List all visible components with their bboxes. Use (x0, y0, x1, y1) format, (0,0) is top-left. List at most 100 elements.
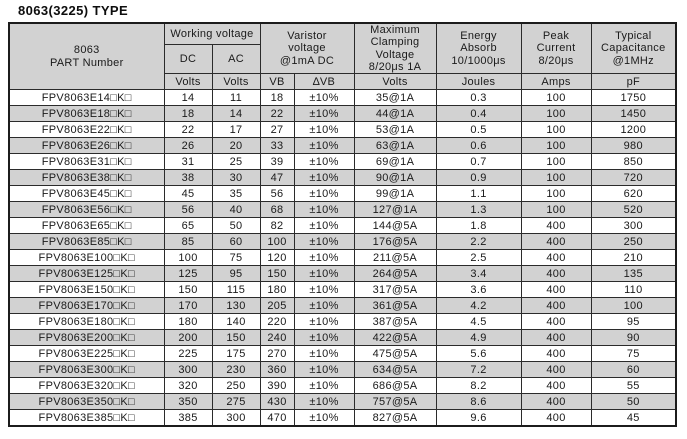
cell-energy: 7.2 (435, 361, 522, 379)
cell-ac: 130 (211, 297, 261, 315)
cell-peak: 400 (520, 409, 592, 427)
cell-part: FPV8063E22□K□ (8, 121, 165, 139)
cell-energy: 8.6 (435, 393, 522, 411)
cell-vb: 82 (259, 217, 295, 235)
cell-vb: 39 (259, 153, 295, 171)
cell-peak: 400 (520, 345, 592, 363)
header-row-2: DC AC (9, 43, 676, 75)
cell-dc: 180 (163, 313, 213, 331)
table-row: FPV8063E38□K□ 38 30 47 ±10% 90@1A 0.9 100 720 (8, 169, 677, 187)
cell-energy: 0.7 (435, 153, 522, 171)
table-row: FPV8063E56□K□ 56 40 68 ±10% 127@1A 1.3 100 520 (8, 201, 677, 219)
cell-dvb: ±10% (293, 345, 355, 363)
header-row-units: Volts Volts VB ∆VB Volts Joules Amps pF (9, 73, 677, 91)
cell-peak: 100 (520, 201, 592, 219)
cell-dvb: ±10% (293, 201, 355, 219)
cell-energy: 9.6 (435, 409, 522, 427)
cell-peak: 400 (520, 265, 592, 283)
cell-clamp: 44@1A (353, 105, 437, 123)
unit-pf: pF (590, 73, 677, 91)
table-row: FPV8063E100□K□ 100 75 120 ±10% 211@5A 2.5 400 21… (8, 249, 677, 267)
cell-vb: 22 (259, 105, 295, 123)
cell-vb: 100 (259, 233, 295, 251)
cell-peak: 400 (520, 249, 592, 267)
table-row: FPV8063E45□K□ 45 35 56 ±10% 99@1A 1.1 100 620 (8, 185, 677, 203)
cell-clamp: 827@5A (353, 409, 437, 427)
cell-part: FPV8063E65□K□ (8, 217, 165, 235)
cell-dvb: ±10% (293, 217, 355, 235)
cell-part: FPV8063E18□K□ (8, 105, 165, 123)
cell-peak: 100 (520, 153, 592, 171)
cell-dvb: ±10% (293, 233, 355, 251)
cell-dvb: ±10% (293, 313, 355, 331)
cell-peak: 400 (520, 297, 592, 315)
cell-energy: 1.8 (435, 217, 522, 235)
cell-ac: 175 (211, 345, 261, 363)
cell-dvb: ±10% (293, 89, 355, 107)
unit-clamp-volts: Volts (353, 73, 437, 91)
cell-energy: 0.5 (435, 121, 522, 139)
cell-peak: 400 (520, 377, 592, 395)
cell-dvb: ±10% (293, 137, 355, 155)
cell-clamp: 144@5A (353, 217, 437, 235)
cell-peak: 400 (520, 281, 592, 299)
cell-peak: 100 (520, 169, 592, 187)
cell-energy: 8.2 (435, 377, 522, 395)
table-row: FPV8063E14□K□ 14 11 18 ±10% 35@1A 0.3 100 1750 (8, 89, 677, 107)
unit-amps: Amps (520, 73, 592, 91)
table-row: FPV8063E85□K□ 85 60 100 ±10% 176@5A 2.2 400 250 (8, 233, 677, 251)
cell-dc: 385 (163, 409, 213, 427)
table-row: FPV8063E150□K□ 150 115 180 ±10% 317@5A 3.6 400 1… (8, 281, 677, 299)
spec-table: 8063 PART Number Working voltage Varisto… (8, 22, 678, 427)
table-header: 8063 PART Number Working voltage Varisto… (8, 22, 677, 91)
cell-part: FPV8063E45□K□ (8, 185, 165, 203)
header-peak-current: Peak Current 8/20μs (520, 22, 592, 75)
cell-dc: 200 (163, 329, 213, 347)
cell-cap: 55 (590, 377, 677, 395)
header-max-clamping-voltage: Maximum Clamping Voltage 8/20μs 1A (353, 22, 437, 75)
cell-clamp: 422@5A (353, 329, 437, 347)
cell-vb: 68 (259, 201, 295, 219)
cell-energy: 4.9 (435, 329, 522, 347)
cell-peak: 400 (520, 361, 592, 379)
cell-part: FPV8063E125□K□ (8, 265, 165, 283)
cell-dc: 26 (163, 137, 213, 155)
cell-clamp: 63@1A (353, 137, 437, 155)
cell-dvb: ±10% (293, 377, 355, 395)
cell-clamp: 127@1A (353, 201, 437, 219)
cell-ac: 35 (211, 185, 261, 203)
cell-peak: 400 (520, 329, 592, 347)
cell-clamp: 387@5A (353, 313, 437, 331)
cell-part: FPV8063E85□K□ (8, 233, 165, 251)
cell-cap: 95 (590, 313, 677, 331)
header-working-voltage: Working voltage (163, 22, 261, 45)
cell-ac: 60 (211, 233, 261, 251)
cell-dc: 85 (163, 233, 213, 251)
header-ac: AC (211, 43, 261, 75)
cell-dc: 31 (163, 153, 213, 171)
cell-dc: 125 (163, 265, 213, 283)
cell-part: FPV8063E150□K□ (8, 281, 165, 299)
table-row: FPV8063E26□K□ 26 20 33 ±10% 63@1A 0.6 100 980 (8, 137, 677, 155)
cell-dc: 22 (163, 121, 213, 139)
cell-vb: 390 (259, 377, 295, 395)
cell-ac: 11 (211, 89, 261, 107)
cell-energy: 5.6 (435, 345, 522, 363)
cell-clamp: 176@5A (353, 233, 437, 251)
cell-clamp: 35@1A (353, 89, 437, 107)
cell-dc: 100 (163, 249, 213, 267)
cell-cap: 850 (590, 153, 677, 171)
cell-part: FPV8063E170□K□ (8, 297, 165, 315)
cell-vb: 430 (259, 393, 295, 411)
cell-clamp: 757@5A (353, 393, 437, 411)
cell-ac: 17 (211, 121, 261, 139)
unit-vb: VB (259, 73, 295, 91)
cell-part: FPV8063E320□K□ (8, 377, 165, 395)
cell-ac: 275 (211, 393, 261, 411)
cell-part: FPV8063E56□K□ (8, 201, 165, 219)
table-row: FPV8063E350□K□ 350 275 430 ±10% 757@5A 8.6 400 5… (8, 393, 677, 411)
cell-energy: 4.2 (435, 297, 522, 315)
table-row: FPV8063E225□K□ 225 175 270 ±10% 475@5A 5.6 400 7… (8, 345, 677, 363)
cell-dc: 170 (163, 297, 213, 315)
cell-part: FPV8063E38□K□ (8, 169, 165, 187)
